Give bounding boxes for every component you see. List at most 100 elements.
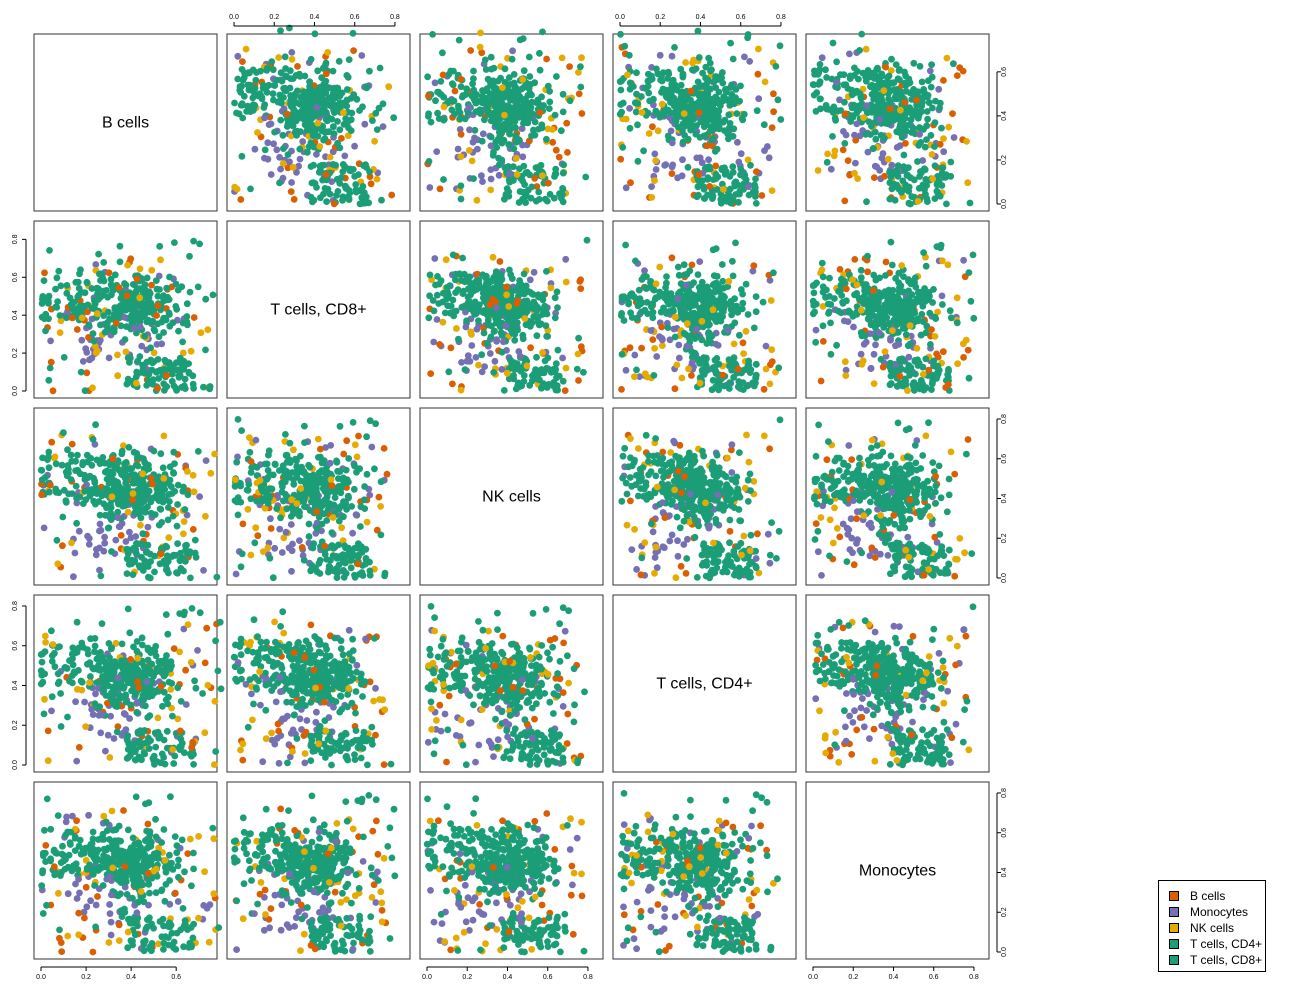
point-t-cells-cd4- xyxy=(38,467,46,474)
point-t-cells-cd4- xyxy=(810,91,818,99)
point-b-cells xyxy=(758,192,766,199)
point-t-cells-cd4- xyxy=(95,488,103,495)
point-t-cells-cd4- xyxy=(752,193,759,200)
point-t-cells-cd4- xyxy=(885,80,893,88)
point-monocytes xyxy=(126,528,133,536)
point-t-cells-cd4- xyxy=(338,89,346,97)
point-t-cells-cd4- xyxy=(814,71,822,78)
point-t-cells-cd4- xyxy=(924,93,931,101)
point-t-cells-cd4- xyxy=(74,466,82,474)
point-t-cells-cd4- xyxy=(55,267,63,275)
point-nk-cells xyxy=(202,512,209,520)
point-t-cells-cd4- xyxy=(252,76,260,84)
point-nk-cells xyxy=(929,175,937,183)
point-t-cells-cd4- xyxy=(434,109,441,117)
point-t-cells-cd8- xyxy=(635,286,643,294)
point-t-cells-cd4- xyxy=(827,319,834,327)
point-b-cells xyxy=(563,119,571,127)
point-monocytes xyxy=(112,536,120,544)
point-t-cells-cd4- xyxy=(933,187,941,195)
point-b-cells xyxy=(864,268,871,276)
point-t-cells-cd4- xyxy=(144,463,152,471)
point-t-cells-cd4- xyxy=(452,276,459,284)
point-monocytes xyxy=(138,342,146,350)
point-nk-cells xyxy=(247,551,255,559)
point-t-cells-cd4- xyxy=(874,105,882,113)
point-t-cells-cd8- xyxy=(539,28,546,36)
point-t-cells-cd8- xyxy=(752,308,760,316)
point-monocytes xyxy=(668,52,676,60)
point-t-cells-cd4- xyxy=(106,472,114,480)
point-b-cells xyxy=(478,49,486,57)
point-t-cells-cd8- xyxy=(457,83,465,91)
point-t-cells-cd4- xyxy=(360,162,367,170)
point-t-cells-cd4- xyxy=(330,130,338,138)
point-t-cells-cd4- xyxy=(515,102,522,110)
point-t-cells-cd4- xyxy=(46,247,53,254)
point-t-cells-cd4- xyxy=(125,546,132,553)
point-t-cells-cd4- xyxy=(703,340,711,347)
point-t-cells-cd8- xyxy=(918,310,926,318)
point-t-cells-cd4- xyxy=(893,115,901,123)
point-nk-cells xyxy=(940,135,947,142)
point-t-cells-cd8- xyxy=(136,353,144,360)
point-nk-cells xyxy=(768,346,776,354)
point-t-cells-cd4- xyxy=(170,382,178,390)
point-nk-cells xyxy=(457,153,465,160)
point-monocytes xyxy=(876,167,884,174)
point-b-cells xyxy=(668,170,676,178)
point-t-cells-cd4- xyxy=(352,186,360,194)
point-monocytes xyxy=(935,85,943,93)
point-monocytes xyxy=(562,255,570,263)
point-b-cells xyxy=(41,269,48,277)
point-nk-cells xyxy=(351,441,359,449)
point-t-cells-cd4- xyxy=(290,105,297,113)
point-t-cells-cd8- xyxy=(626,124,634,132)
point-t-cells-cd8- xyxy=(863,198,870,206)
point-monocytes xyxy=(96,527,103,535)
point-monocytes xyxy=(622,184,630,192)
point-t-cells-cd8- xyxy=(147,344,154,352)
point-t-cells-cd4- xyxy=(566,97,574,105)
point-t-cells-cd4- xyxy=(180,382,188,390)
point-b-cells xyxy=(754,70,762,78)
point-t-cells-cd4- xyxy=(182,542,189,549)
point-t-cells-cd4- xyxy=(206,383,214,390)
point-t-cells-cd4- xyxy=(924,115,931,123)
point-monocytes xyxy=(361,120,369,128)
point-b-cells xyxy=(436,185,444,193)
point-t-cells-cd4- xyxy=(168,370,176,378)
point-b-cells xyxy=(842,285,850,293)
point-t-cells-cd4- xyxy=(68,490,76,497)
point-b-cells xyxy=(879,363,887,371)
point-monocytes xyxy=(478,368,486,376)
point-t-cells-cd4- xyxy=(152,277,160,284)
point-monocytes xyxy=(261,114,268,122)
point-t-cells-cd4- xyxy=(543,332,551,340)
point-t-cells-cd8- xyxy=(269,66,277,74)
panel-1-1: T cells, CD8+ xyxy=(226,220,411,399)
point-t-cells-cd4- xyxy=(900,273,907,280)
point-t-cells-cd8- xyxy=(887,238,895,246)
point-monocytes xyxy=(842,131,850,139)
point-t-cells-cd8- xyxy=(361,483,368,490)
point-nk-cells xyxy=(246,434,253,441)
point-t-cells-cd8- xyxy=(150,447,158,455)
point-nk-cells xyxy=(132,379,140,387)
point-t-cells-cd4- xyxy=(818,259,826,267)
point-b-cells xyxy=(544,179,552,187)
point-t-cells-cd8- xyxy=(632,108,640,116)
point-b-cells xyxy=(447,344,455,352)
point-b-cells xyxy=(928,326,935,333)
point-b-cells xyxy=(383,470,391,478)
point-b-cells xyxy=(687,87,695,95)
point-t-cells-cd4- xyxy=(898,298,906,306)
point-t-cells-cd4- xyxy=(123,570,131,577)
point-monocytes xyxy=(675,341,683,349)
point-monocytes xyxy=(872,341,879,349)
point-t-cells-cd4- xyxy=(752,360,760,368)
point-nk-cells xyxy=(468,157,476,165)
point-t-cells-cd8- xyxy=(300,556,308,564)
point-monocytes xyxy=(526,276,534,284)
point-b-cells xyxy=(154,384,161,392)
